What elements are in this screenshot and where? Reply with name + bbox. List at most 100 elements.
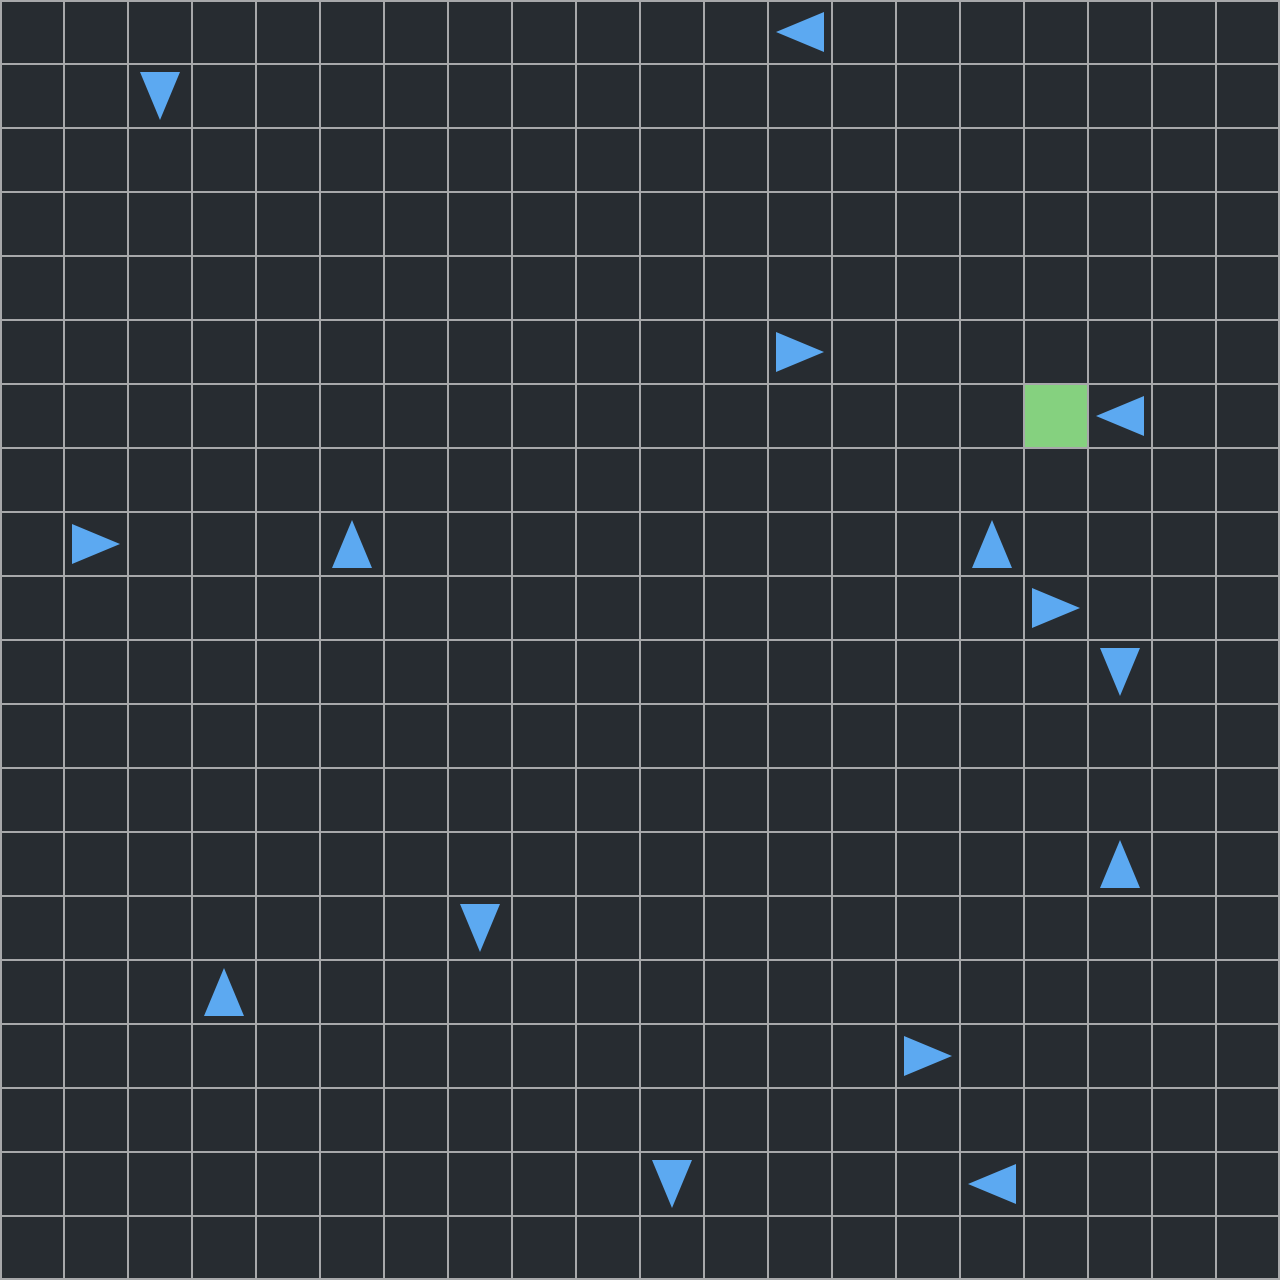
grid-cell[interactable] xyxy=(256,896,320,960)
grid-cell[interactable] xyxy=(768,192,832,256)
grid-cell[interactable] xyxy=(576,704,640,768)
grid-cell[interactable] xyxy=(1216,512,1280,576)
grid-cell[interactable] xyxy=(1152,128,1216,192)
grid-cell[interactable] xyxy=(320,64,384,128)
grid-cell[interactable] xyxy=(448,1088,512,1152)
grid-cell[interactable] xyxy=(1088,1024,1152,1088)
grid-cell[interactable] xyxy=(960,576,1024,640)
grid-cell[interactable] xyxy=(640,128,704,192)
grid-cell[interactable] xyxy=(256,832,320,896)
grid-cell[interactable] xyxy=(1216,896,1280,960)
grid-cell[interactable] xyxy=(768,1088,832,1152)
grid-cell[interactable] xyxy=(0,1152,64,1216)
grid-cell[interactable] xyxy=(0,384,64,448)
grid-cell[interactable] xyxy=(448,320,512,384)
grid-cell[interactable] xyxy=(448,960,512,1024)
grid-cell[interactable] xyxy=(256,1216,320,1280)
grid-cell[interactable] xyxy=(1024,832,1088,896)
grid-cell[interactable] xyxy=(192,1216,256,1280)
grid-cell[interactable] xyxy=(512,1088,576,1152)
grid-cell[interactable] xyxy=(896,0,960,64)
grid-cell[interactable] xyxy=(960,640,1024,704)
grid-cell[interactable] xyxy=(576,128,640,192)
grid-cell[interactable] xyxy=(64,320,128,384)
grid-cell[interactable] xyxy=(1216,768,1280,832)
grid-cell[interactable] xyxy=(512,960,576,1024)
grid-cell[interactable] xyxy=(64,1024,128,1088)
grid-cell[interactable] xyxy=(768,1152,832,1216)
grid-cell[interactable] xyxy=(704,896,768,960)
grid-cell[interactable] xyxy=(640,1088,704,1152)
grid-cell[interactable] xyxy=(832,192,896,256)
grid-cell[interactable] xyxy=(64,960,128,1024)
arrow-left-icon[interactable] xyxy=(968,1164,1016,1204)
grid-cell[interactable] xyxy=(960,0,1024,64)
grid-cell[interactable] xyxy=(1152,896,1216,960)
grid-cell[interactable] xyxy=(1088,1216,1152,1280)
grid-cell[interactable] xyxy=(768,448,832,512)
grid-cell[interactable] xyxy=(1152,64,1216,128)
grid-cell[interactable] xyxy=(448,768,512,832)
grid-cell[interactable] xyxy=(768,512,832,576)
grid-cell[interactable] xyxy=(256,448,320,512)
grid-cell[interactable] xyxy=(512,384,576,448)
grid-cell[interactable] xyxy=(704,1216,768,1280)
grid-cell[interactable] xyxy=(128,384,192,448)
grid-cell[interactable] xyxy=(1088,768,1152,832)
grid-cell[interactable] xyxy=(0,640,64,704)
grid-cell[interactable] xyxy=(832,896,896,960)
grid-cell[interactable] xyxy=(512,512,576,576)
grid-cell[interactable] xyxy=(768,896,832,960)
grid-cell[interactable] xyxy=(1024,320,1088,384)
grid-cell[interactable] xyxy=(384,832,448,896)
grid-cell[interactable] xyxy=(1216,256,1280,320)
grid-cell[interactable] xyxy=(448,1216,512,1280)
grid-cell[interactable] xyxy=(1024,128,1088,192)
grid-cell[interactable] xyxy=(1216,576,1280,640)
grid-cell[interactable] xyxy=(512,64,576,128)
grid-cell[interactable] xyxy=(768,128,832,192)
grid-cell[interactable] xyxy=(960,320,1024,384)
grid-cell[interactable] xyxy=(1216,448,1280,512)
grid-cell[interactable] xyxy=(960,1088,1024,1152)
grid-cell[interactable] xyxy=(704,832,768,896)
grid-cell[interactable] xyxy=(768,832,832,896)
grid-cell[interactable] xyxy=(1152,640,1216,704)
grid-cell[interactable] xyxy=(128,0,192,64)
grid-cell[interactable] xyxy=(1152,256,1216,320)
grid-cell[interactable] xyxy=(0,704,64,768)
grid-cell[interactable] xyxy=(192,320,256,384)
grid-cell[interactable] xyxy=(1152,704,1216,768)
grid-cell[interactable] xyxy=(1024,1216,1088,1280)
grid-cell[interactable] xyxy=(64,256,128,320)
grid-cell[interactable] xyxy=(448,192,512,256)
grid-cell[interactable] xyxy=(704,320,768,384)
grid-cell[interactable] xyxy=(256,704,320,768)
grid-cell[interactable] xyxy=(576,768,640,832)
grid-cell[interactable] xyxy=(576,192,640,256)
grid-cell[interactable] xyxy=(704,640,768,704)
grid-cell[interactable] xyxy=(448,512,512,576)
grid-cell[interactable] xyxy=(832,960,896,1024)
grid-cell[interactable] xyxy=(384,256,448,320)
grid-cell[interactable] xyxy=(256,960,320,1024)
grid-cell[interactable] xyxy=(576,960,640,1024)
grid-cell[interactable] xyxy=(896,128,960,192)
grid-cell[interactable] xyxy=(1088,448,1152,512)
arrow-left-icon[interactable] xyxy=(1096,396,1144,436)
arrow-right-icon[interactable] xyxy=(1032,588,1080,628)
grid-cell[interactable] xyxy=(128,1152,192,1216)
grid-cell[interactable] xyxy=(64,128,128,192)
grid-cell[interactable] xyxy=(320,640,384,704)
grid-cell[interactable] xyxy=(768,576,832,640)
grid-cell[interactable] xyxy=(128,1088,192,1152)
grid-cell[interactable] xyxy=(1216,1088,1280,1152)
grid-cell[interactable] xyxy=(384,1024,448,1088)
grid-cell[interactable] xyxy=(1024,64,1088,128)
grid-cell[interactable] xyxy=(64,192,128,256)
grid-cell[interactable] xyxy=(64,1152,128,1216)
grid-cell[interactable] xyxy=(64,0,128,64)
grid-cell[interactable] xyxy=(192,64,256,128)
arrow-right-icon[interactable] xyxy=(72,524,120,564)
grid-cell[interactable] xyxy=(128,1024,192,1088)
